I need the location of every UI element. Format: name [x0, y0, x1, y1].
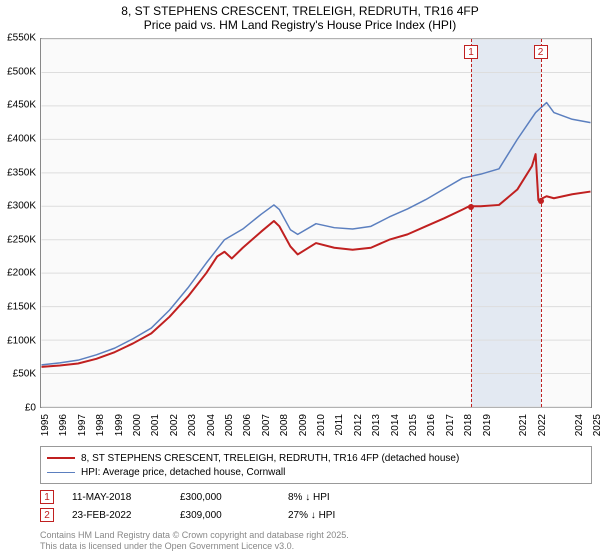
x-axis-labels: 1995 1996 1997 1998 1999 2000 2001 2002 2003 2004… — [40, 410, 592, 446]
line-series-svg — [41, 39, 591, 407]
y-axis-labels: £0£50K£100K£150K£200K£250K£300K£350K£400… — [0, 38, 38, 408]
x-tick-label: 2018 — [463, 414, 474, 436]
x-tick-label: 2025 — [592, 414, 600, 436]
x-tick-label: 2011 — [334, 414, 345, 436]
sales-row: 1 11-MAY-2018 £300,000 8% ↓ HPI — [40, 488, 592, 506]
y-tick-label: £450K — [7, 100, 36, 111]
title-line-1: 8, ST STEPHENS CRESCENT, TRELEIGH, REDRU… — [0, 4, 600, 18]
x-tick-label: 2003 — [187, 414, 198, 436]
x-tick-label: 2015 — [408, 414, 419, 436]
x-tick-label: 2004 — [206, 414, 217, 436]
x-tick-label: 2005 — [224, 414, 235, 436]
title-line-2: Price paid vs. HM Land Registry's House … — [0, 18, 600, 32]
x-tick-label: 1997 — [77, 414, 88, 436]
y-tick-label: £500K — [7, 66, 36, 77]
legend-label-1: HPI: Average price, detached house, Corn… — [81, 467, 285, 478]
x-tick-label: 2017 — [445, 414, 456, 436]
y-tick-label: £0 — [25, 403, 36, 414]
legend-row-1: HPI: Average price, detached house, Corn… — [47, 465, 585, 479]
x-tick-label: 2009 — [298, 414, 309, 436]
x-tick-label: 2006 — [242, 414, 253, 436]
y-tick-label: £550K — [7, 33, 36, 44]
sales-row-date: 23-FEB-2022 — [72, 510, 162, 521]
x-tick-label: 2021 — [518, 414, 529, 436]
footer-attribution: Contains HM Land Registry data © Crown c… — [40, 530, 592, 553]
x-tick-label: 2024 — [574, 414, 585, 436]
y-tick-label: £300K — [7, 201, 36, 212]
x-tick-label: 2014 — [390, 414, 401, 436]
y-tick-label: £400K — [7, 133, 36, 144]
x-tick-label: 1998 — [95, 414, 106, 436]
x-tick-label: 2000 — [132, 414, 143, 436]
x-tick-label: 2002 — [169, 414, 180, 436]
sales-row: 2 23-FEB-2022 £309,000 27% ↓ HPI — [40, 506, 592, 524]
y-tick-label: £250K — [7, 234, 36, 245]
sale-vline — [541, 39, 542, 407]
x-tick-label: 2008 — [279, 414, 290, 436]
sale-dot — [538, 198, 544, 204]
x-tick-label: 2001 — [150, 414, 161, 436]
y-tick-label: £100K — [7, 335, 36, 346]
sales-row-delta: 27% ↓ HPI — [288, 510, 378, 521]
legend: 8, ST STEPHENS CRESCENT, TRELEIGH, REDRU… — [40, 446, 592, 484]
y-tick-label: £150K — [7, 302, 36, 313]
footer-line-1: Contains HM Land Registry data © Crown c… — [40, 530, 592, 541]
y-tick-label: £350K — [7, 167, 36, 178]
series-price_paid — [41, 154, 590, 367]
sales-row-marker: 2 — [40, 508, 54, 522]
sales-row-delta: 8% ↓ HPI — [288, 492, 378, 503]
y-tick-label: £200K — [7, 268, 36, 279]
chart-container: 8, ST STEPHENS CRESCENT, TRELEIGH, REDRU… — [0, 0, 600, 560]
legend-swatch-0 — [47, 457, 75, 459]
legend-row-0: 8, ST STEPHENS CRESCENT, TRELEIGH, REDRU… — [47, 451, 585, 465]
series-hpi — [41, 103, 590, 365]
x-tick-label: 2013 — [371, 414, 382, 436]
x-tick-label: 1999 — [114, 414, 125, 436]
x-tick-label: 2007 — [261, 414, 272, 436]
title-block: 8, ST STEPHENS CRESCENT, TRELEIGH, REDRU… — [0, 0, 600, 32]
sales-row-marker: 1 — [40, 490, 54, 504]
x-tick-label: 2012 — [353, 414, 364, 436]
sales-row-date: 11-MAY-2018 — [72, 492, 162, 503]
x-tick-label: 2022 — [537, 414, 548, 436]
sales-table: 1 11-MAY-2018 £300,000 8% ↓ HPI 2 23-FEB-2022… — [40, 488, 592, 524]
legend-label-0: 8, ST STEPHENS CRESCENT, TRELEIGH, REDRU… — [81, 453, 459, 464]
legend-swatch-1 — [47, 472, 75, 473]
sale-marker-box: 1 — [464, 45, 478, 59]
sales-row-price: £300,000 — [180, 492, 270, 503]
sales-row-price: £309,000 — [180, 510, 270, 521]
x-tick-label: 1995 — [40, 414, 51, 436]
sale-marker-box: 2 — [534, 45, 548, 59]
x-tick-label: 1996 — [58, 414, 69, 436]
x-tick-label: 2016 — [426, 414, 437, 436]
plot-area: 12 — [40, 38, 592, 408]
y-tick-label: £50K — [13, 369, 36, 380]
sale-vline — [471, 39, 472, 407]
x-tick-label: 2019 — [482, 414, 493, 436]
x-tick-label: 2010 — [316, 414, 327, 436]
footer-line-2: This data is licensed under the Open Gov… — [40, 541, 592, 552]
